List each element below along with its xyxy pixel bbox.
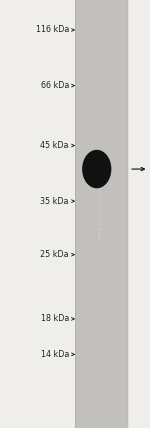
Text: www.ptglab.com: www.ptglab.com — [97, 188, 102, 240]
Text: 25 kDa: 25 kDa — [40, 250, 69, 259]
Text: 66 kDa: 66 kDa — [41, 81, 69, 90]
Text: 45 kDa: 45 kDa — [40, 141, 69, 150]
Bar — [75, 0, 128, 428]
Text: 35 kDa: 35 kDa — [40, 196, 69, 206]
Ellipse shape — [82, 150, 111, 188]
Text: 14 kDa: 14 kDa — [41, 350, 69, 359]
Text: 116 kDa: 116 kDa — [36, 25, 69, 35]
Text: 18 kDa: 18 kDa — [41, 314, 69, 324]
